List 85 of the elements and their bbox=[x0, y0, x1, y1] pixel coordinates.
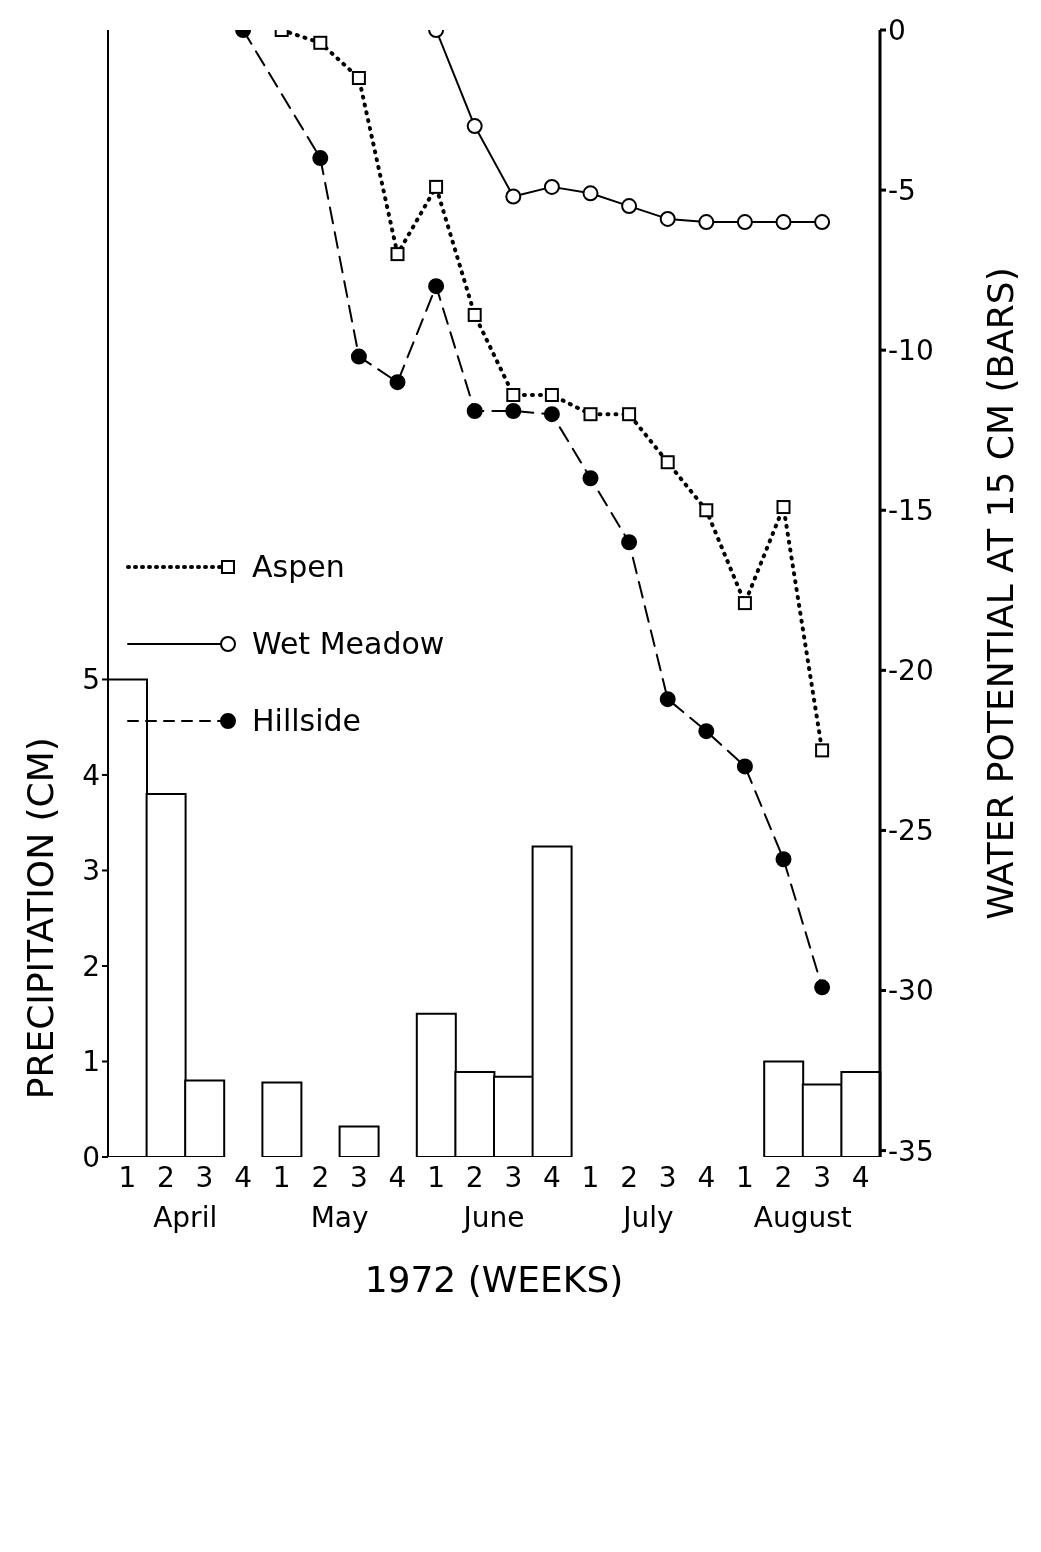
x-tick-label: 4 bbox=[234, 1161, 253, 1194]
y2-tick-label: -20 bbox=[888, 654, 934, 688]
point bbox=[621, 198, 638, 215]
x-tick-label: 1 bbox=[427, 1161, 446, 1194]
point bbox=[428, 278, 445, 295]
y-tick-label: 4 bbox=[82, 758, 100, 792]
point bbox=[506, 387, 521, 402]
point bbox=[543, 178, 560, 195]
point bbox=[312, 150, 329, 167]
point bbox=[737, 596, 752, 611]
x-tick-label: 2 bbox=[311, 1161, 330, 1194]
x-tick-label: 2 bbox=[156, 1161, 175, 1194]
point bbox=[776, 500, 791, 515]
point bbox=[505, 403, 522, 419]
x-tick-label: 4 bbox=[388, 1161, 407, 1194]
point bbox=[814, 214, 831, 231]
bar bbox=[261, 1081, 303, 1157]
point bbox=[543, 406, 560, 423]
point bbox=[467, 307, 482, 322]
point bbox=[815, 743, 830, 758]
x-tick-label: 2 bbox=[774, 1161, 793, 1194]
point bbox=[775, 214, 792, 231]
point bbox=[736, 214, 753, 231]
point bbox=[699, 503, 714, 518]
y2-tick-label: -10 bbox=[888, 334, 934, 368]
y-tick-label: 2 bbox=[82, 949, 100, 983]
y2-tick-label: -25 bbox=[888, 814, 934, 848]
point bbox=[466, 118, 483, 135]
x-tick-label: 3 bbox=[504, 1161, 523, 1194]
y-tick-label: 5 bbox=[82, 663, 100, 697]
x-tick-label: 2 bbox=[465, 1161, 484, 1194]
point bbox=[621, 534, 638, 551]
y2-tick-label: -35 bbox=[888, 1134, 934, 1168]
text: May bbox=[310, 1201, 369, 1234]
point bbox=[622, 407, 637, 422]
point bbox=[505, 188, 522, 205]
x-tick-label: 4 bbox=[851, 1161, 870, 1194]
y-axis-title: PRECIPITATION (CM) bbox=[20, 737, 61, 1100]
legend-label: Hillside bbox=[252, 703, 362, 738]
point bbox=[660, 455, 675, 470]
text: April bbox=[153, 1201, 218, 1234]
legend-label: Aspen bbox=[252, 549, 345, 584]
y-tick-label: 1 bbox=[82, 1045, 100, 1079]
point bbox=[814, 979, 831, 996]
y2-tick-label: -30 bbox=[888, 974, 934, 1008]
point bbox=[775, 851, 792, 868]
point bbox=[698, 214, 715, 231]
point bbox=[466, 403, 483, 419]
x-tick-label: 2 bbox=[620, 1161, 639, 1194]
y2-tick-label: -15 bbox=[888, 494, 934, 528]
x-tick-label: 1 bbox=[118, 1161, 137, 1194]
point bbox=[313, 35, 328, 50]
y-tick-label: 3 bbox=[82, 854, 100, 888]
point bbox=[429, 179, 444, 194]
point bbox=[390, 247, 405, 262]
x-axis-title: 1972 (WEEKS) bbox=[364, 1259, 624, 1300]
point bbox=[659, 210, 676, 227]
point bbox=[582, 185, 599, 202]
x-tick-label: 3 bbox=[195, 1161, 214, 1194]
point bbox=[351, 71, 366, 86]
point bbox=[659, 691, 676, 708]
point bbox=[544, 387, 559, 402]
text: August bbox=[753, 1201, 852, 1234]
y2-tick-label: -5 bbox=[888, 174, 916, 208]
x-tick-label: 4 bbox=[542, 1161, 561, 1194]
x-tick-label: 3 bbox=[349, 1161, 368, 1194]
x-tick-label: 1 bbox=[581, 1161, 600, 1194]
x-tick-label: 1 bbox=[272, 1161, 291, 1194]
point bbox=[698, 723, 715, 740]
bar bbox=[338, 1125, 380, 1157]
x-tick-label: 1 bbox=[735, 1161, 754, 1194]
text: June bbox=[461, 1201, 525, 1234]
point bbox=[583, 407, 598, 422]
point bbox=[582, 470, 599, 487]
x-tick-label: 3 bbox=[813, 1161, 832, 1194]
x-tick-label: 4 bbox=[697, 1161, 716, 1194]
y-tick-label: 0 bbox=[82, 1140, 100, 1174]
y2-axis-title: WATER POTENTIAL AT 15 CM (BARS) bbox=[980, 267, 1021, 920]
legend-label: Wet Meadow bbox=[252, 626, 445, 661]
point bbox=[736, 758, 753, 775]
text: July bbox=[621, 1201, 674, 1234]
point bbox=[350, 348, 367, 365]
x-tick-label: 3 bbox=[658, 1161, 677, 1194]
point bbox=[389, 374, 406, 391]
y2-tick-label: 0 bbox=[888, 13, 906, 47]
